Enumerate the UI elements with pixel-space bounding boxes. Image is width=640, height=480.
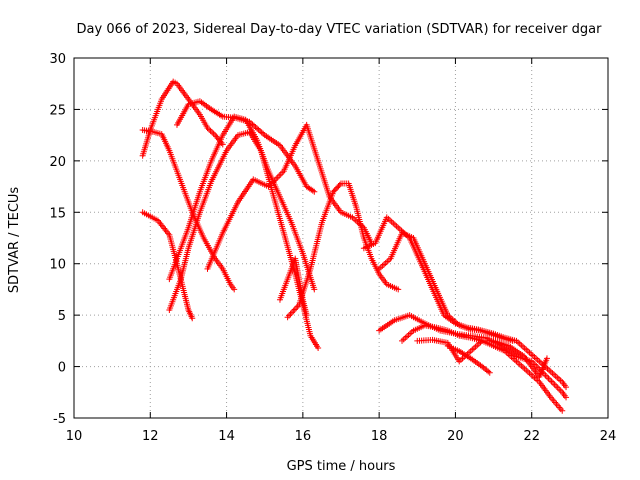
x-tick-label: 14 bbox=[218, 429, 235, 444]
plus-markers bbox=[139, 78, 226, 159]
plus-markers bbox=[139, 127, 238, 293]
y-tick-label: 15 bbox=[49, 206, 66, 221]
series-track-13 bbox=[399, 322, 566, 414]
plot-frame bbox=[73, 57, 609, 419]
series-track-2 bbox=[139, 127, 238, 293]
plus-markers bbox=[399, 322, 566, 414]
plus-markers bbox=[204, 121, 375, 272]
series-track-7 bbox=[204, 121, 375, 272]
series-track-15 bbox=[444, 343, 493, 376]
y-tick-label: 5 bbox=[58, 309, 66, 324]
series-track-12 bbox=[376, 312, 570, 401]
x-tick-label: 16 bbox=[295, 429, 312, 444]
plus-markers bbox=[444, 343, 493, 376]
y-tick-label: 20 bbox=[49, 155, 66, 170]
y-tick-label: 10 bbox=[49, 258, 66, 273]
y-tick-label: -5 bbox=[53, 412, 66, 427]
plus-markers bbox=[166, 113, 318, 293]
y-axis-label: SDTVAR / TECUs bbox=[7, 187, 22, 294]
y-tick-label: 25 bbox=[49, 103, 66, 118]
series-track-5 bbox=[166, 113, 318, 293]
plus-markers bbox=[376, 229, 570, 391]
x-tick-label: 10 bbox=[66, 429, 83, 444]
series-track-1 bbox=[139, 78, 226, 159]
axis-ticks: 10 12 14 16 18 20 22 24 -5 0 5 10 15 20 25 30 bbox=[49, 52, 616, 444]
plus-markers bbox=[139, 209, 196, 322]
x-tick-label: 22 bbox=[523, 429, 540, 444]
x-axis-label: GPS time / hours bbox=[287, 459, 396, 474]
grid bbox=[74, 58, 608, 418]
plus-markers bbox=[284, 180, 402, 321]
chart-title: Day 066 of 2023, Sidereal Day-to-day VTE… bbox=[77, 22, 603, 37]
plus-markers bbox=[376, 312, 570, 401]
x-tick-label: 20 bbox=[447, 429, 464, 444]
y-tick-label: 30 bbox=[49, 52, 66, 67]
x-tick-label: 12 bbox=[142, 429, 159, 444]
y-tick-label: 0 bbox=[58, 361, 66, 376]
series-track-11 bbox=[376, 229, 570, 391]
data-marks bbox=[139, 78, 570, 414]
x-tick-label: 18 bbox=[371, 429, 388, 444]
series-track-3 bbox=[139, 209, 196, 322]
series-track-9 bbox=[284, 180, 402, 321]
x-tick-label: 24 bbox=[600, 429, 617, 444]
